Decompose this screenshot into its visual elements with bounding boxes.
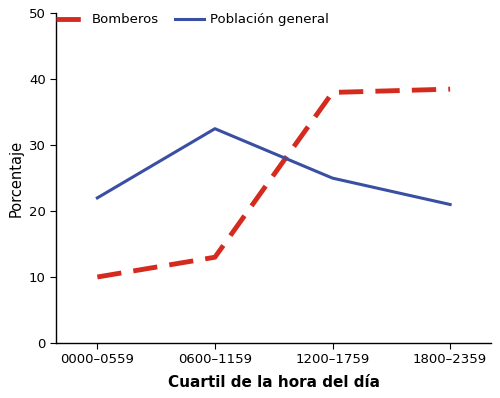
Legend: Bomberos, Población general: Bomberos, Población general [56, 14, 330, 26]
X-axis label: Cuartil de la hora del día: Cuartil de la hora del día [168, 375, 380, 390]
Y-axis label: Porcentaje: Porcentaje [8, 140, 24, 217]
